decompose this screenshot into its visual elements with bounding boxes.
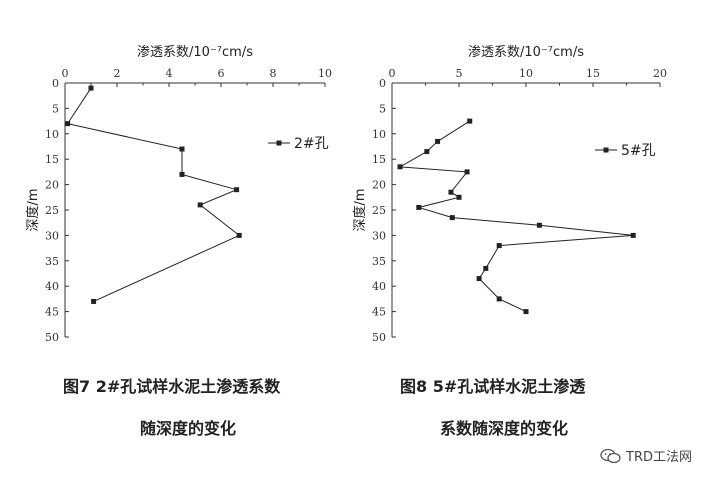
figure-7-caption-line1: 图7 2#孔试样水泥土渗透系数 [63,377,281,396]
y-tick-label: 15 [372,153,386,166]
y-tick-label: 15 [45,153,59,166]
data-point [476,276,482,282]
y-tick-label: 40 [372,280,386,293]
x-tick-label: 4 [166,67,173,80]
data-point [630,232,636,238]
y-tick-label: 25 [372,204,386,217]
figure-7-caption-line2: 随深度的变化 [140,419,237,438]
data-point [65,121,71,127]
y-tick-label: 20 [45,179,59,192]
chart-5-hole: 0 5 10 15 20 0 5 10 15 20 25 30 35 40 45 50 渗透系数/10⁻⁷cm/… [352,45,667,344]
x-axis-title: 渗透系数/10⁻⁷cm/s [137,45,253,60]
y-tick-label: 45 [45,306,59,319]
y-tick-label: 40 [45,280,59,293]
x-tick-label: 15 [586,67,600,80]
data-point [536,222,542,228]
y-tick-label: 35 [372,255,386,268]
watermark: TRD工法网 [600,446,692,465]
x-tick-label: 0 [389,67,396,80]
data-point [435,138,441,144]
y-tick-label: 5 [379,102,386,115]
data-point [448,189,454,195]
data-point [236,232,242,238]
data-point [179,146,185,152]
data-point [424,149,430,155]
data-point [467,118,473,124]
x-tick-label: 6 [218,67,225,80]
x-tick-label: 10 [318,67,332,80]
y-tick-label: 35 [45,255,59,268]
figure-8-caption-line2: 系数随深度的变化 [440,419,569,438]
legend-marker [603,147,609,153]
x-tick-label: 20 [653,67,667,80]
data-point [483,265,489,271]
y-tick-label: 30 [45,229,59,242]
legend-label: 5#孔 [621,143,656,159]
data-point [523,309,529,315]
series-line [66,87,241,302]
y-tick-label: 10 [45,128,59,141]
x-tick-label: 0 [62,67,69,80]
legend-marker [276,140,282,146]
data-point [496,243,502,249]
data-point [449,215,455,221]
y-tick-label: 20 [372,179,386,192]
y-tick-label: 50 [372,331,386,344]
data-point [456,194,462,200]
x-axis-title: 渗透系数/10⁻⁷cm/s [468,45,584,60]
x-tick-label: 5 [456,67,463,80]
y-tick-label: 50 [45,331,59,344]
data-point [88,85,94,91]
legend-label: 2#孔 [294,136,329,152]
data-point [397,164,403,170]
x-tick-label: 2 [114,67,121,80]
data-point [464,169,470,175]
figure-8-caption-line1: 图8 5#孔试样水泥土渗透 [400,377,586,396]
y-tick-label: 45 [372,306,386,319]
y-axis-title: 深度/m [25,188,41,231]
wechat-icon [600,448,622,464]
data-point [197,202,203,208]
chart-2-hole: 0 2 4 6 8 10 0 5 10 15 20 25 30 35 40 45 50 渗透系数/10⁻⁷cm/s… [25,45,332,344]
y-tick-label: 5 [52,102,59,115]
data-point [234,187,240,193]
x-tick-label: 8 [270,67,277,80]
series-line [398,120,634,313]
y-axis-title: 深度/m [352,188,368,231]
y-tick-label: 0 [379,77,386,90]
x-tick-label: 10 [519,67,533,80]
data-point [416,204,422,210]
y-tick-label: 0 [52,77,59,90]
data-point [91,298,97,304]
y-tick-label: 30 [372,229,386,242]
y-tick-label: 25 [45,204,59,217]
data-point [179,171,185,177]
data-point [496,296,502,302]
watermark-text: TRD工法网 [626,450,692,465]
y-tick-label: 10 [372,128,386,141]
